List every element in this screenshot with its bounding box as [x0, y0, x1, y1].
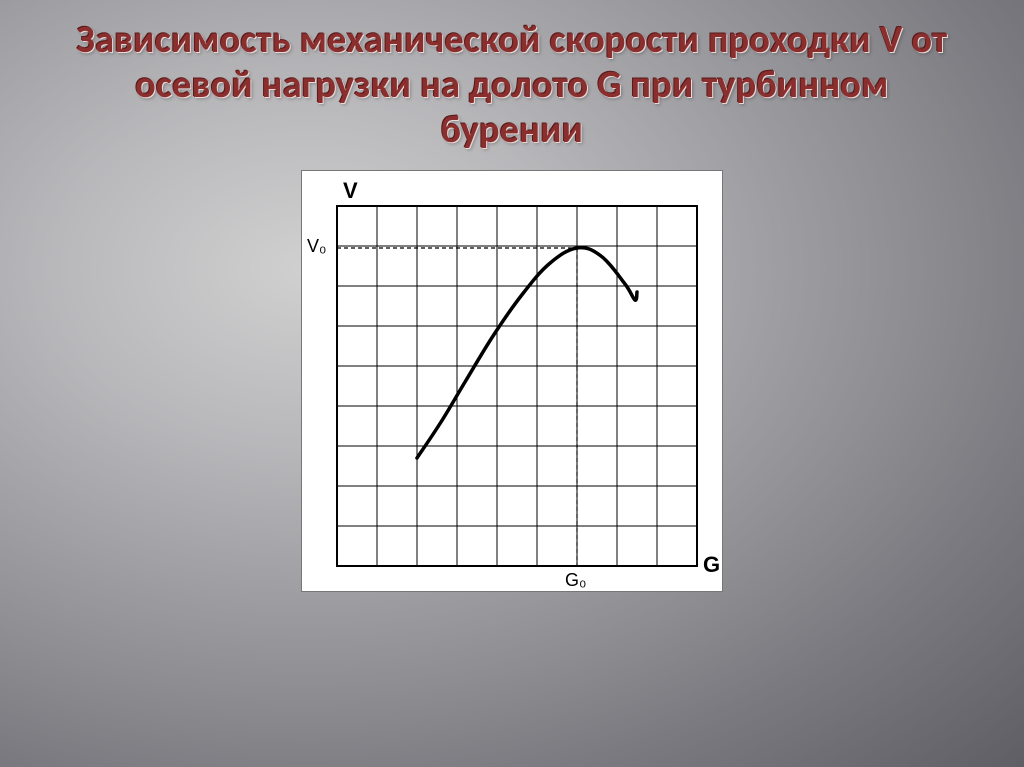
y-tick-label: V₀ [307, 236, 326, 256]
y-axis-label: V [343, 178, 358, 203]
x-axis-label: G [703, 552, 720, 577]
slide-title: Зависимость механической скорости проход… [62, 18, 962, 152]
x-tick-label: G₀ [565, 570, 586, 590]
slide: Зависимость механической скорости проход… [0, 0, 1024, 767]
chart-svg: V V₀ G G₀ [302, 171, 722, 591]
chart-container: V V₀ G G₀ [301, 170, 723, 592]
